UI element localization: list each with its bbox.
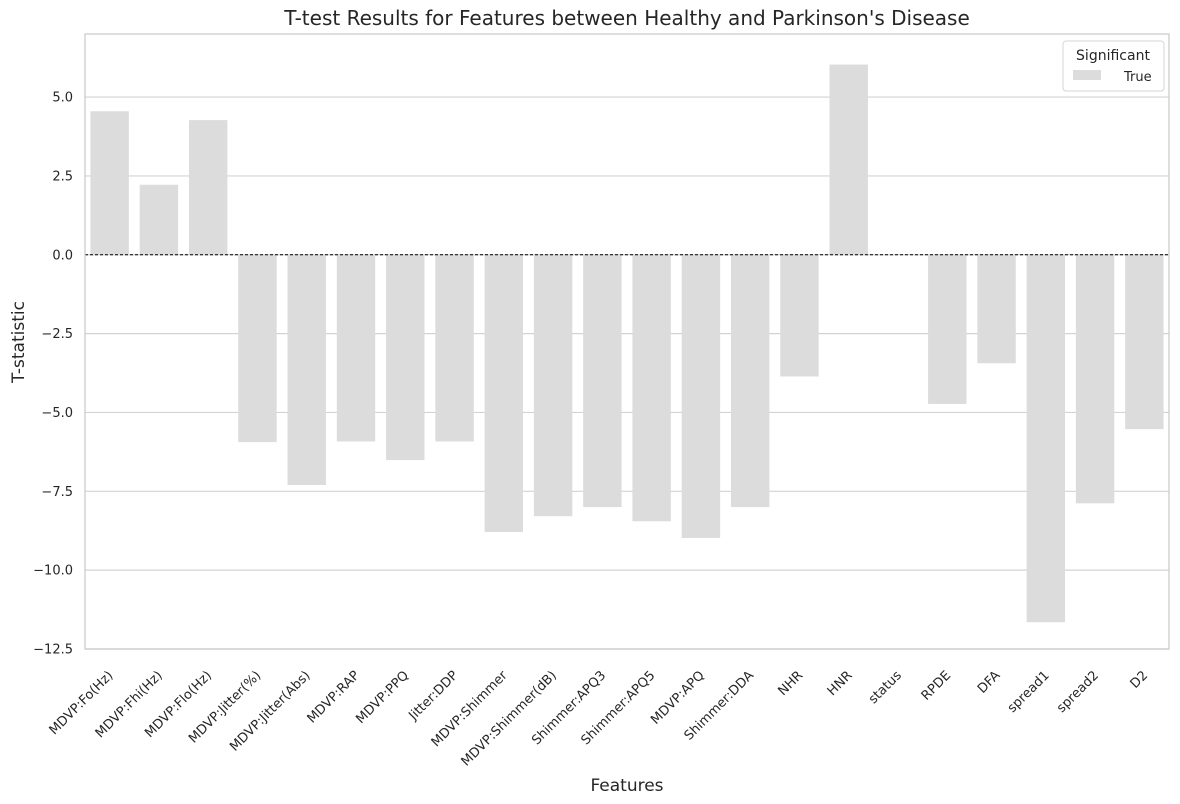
y-tick-label: 0.0 [52,248,73,263]
bar [730,254,770,508]
legend: Significant True [1062,40,1165,92]
bar [1125,254,1164,430]
bar [977,254,1016,364]
bar [336,254,376,442]
legend-entry: True [1123,70,1152,85]
plot-frame [84,33,1170,650]
bar [928,254,967,404]
y-tick-label: 2.5 [52,169,73,184]
bars [90,64,1164,623]
bar [435,254,474,442]
bar [583,254,622,508]
bar [1026,254,1066,623]
bar [188,120,228,255]
y-tick-label: −10.0 [33,564,73,579]
y-tick-label: 5.0 [52,91,73,106]
chart-title: T-test Results for Features between Heal… [283,6,970,30]
y-tick-label: −5.0 [41,406,73,421]
legend-title: Significant [1076,48,1150,64]
y-tick-label: −12.5 [33,643,73,658]
y-axis-label: T-statistic [9,301,29,384]
bar [90,111,129,255]
y-tick-label: −7.5 [41,485,73,500]
y-tick-label: −2.5 [41,327,73,342]
y-axis-ticks: −12.5 −10.0 −7.5 −5.0 −2.5 0.0 2.5 5.0 [33,91,73,658]
bar [139,184,179,255]
legend-swatch [1073,70,1101,80]
bar [287,254,326,485]
bar [632,254,671,522]
bar [238,254,277,443]
bar [533,254,573,517]
bar [484,254,524,532]
bar [1075,254,1115,504]
bar [829,64,868,255]
bar [780,254,819,377]
bar [386,254,425,461]
bar [681,254,721,538]
x-axis-label: Features [590,776,663,796]
